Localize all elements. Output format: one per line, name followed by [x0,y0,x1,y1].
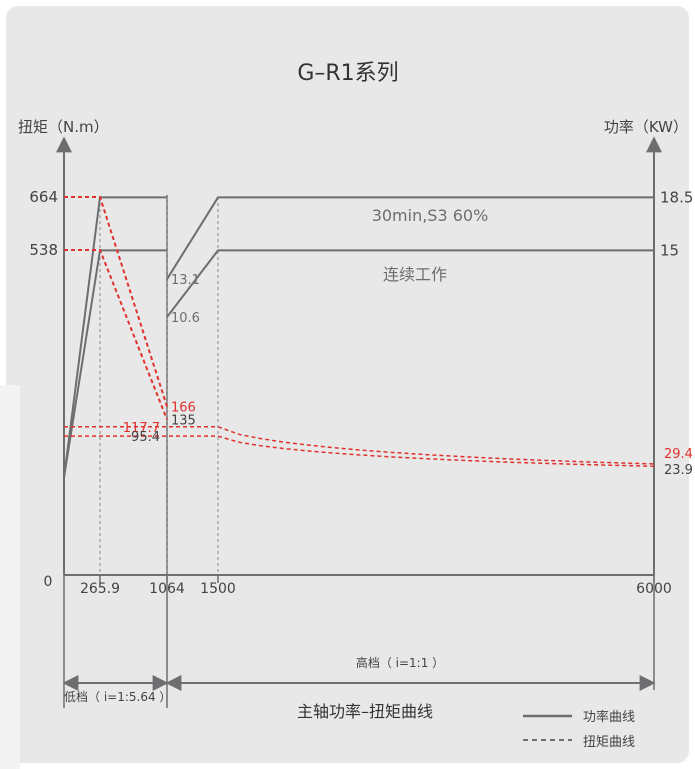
x-tick-label-0: 265.9 [80,581,120,597]
y-left-tick-1: 538 [29,241,58,259]
point-label-7: 23.9 [664,463,693,478]
gear-high-label: 高档（ i=1:1 ） [356,655,444,670]
x-tick-label-3: 6000 [636,581,672,597]
point-label-3: 135 [171,414,196,429]
x-axis-title: 主轴功率–扭矩曲线 [297,702,433,721]
x-tick-label-2: 1500 [200,581,236,597]
torque-high-0 [64,426,655,465]
y-right-tick-1: 15 [660,241,679,259]
axes-and-guides [56,136,662,708]
torque-low-0 [64,196,168,407]
y-right-tick-0: 18.5 [660,188,693,206]
point-label-2: 166 [171,400,196,415]
y-left-tick-0: 664 [29,188,58,206]
torque-low-1 [64,249,168,420]
series-layer [63,196,655,478]
point-label-0: 13.1 [171,273,200,288]
point-label-5: 95.4 [131,430,160,445]
power-high-1 [166,249,654,318]
y-axis-right-label: 功率（KW） [604,118,688,136]
x-tick-zero: 0 [44,574,53,590]
point-label-4: 117.7 [123,421,160,436]
legend-torque-label: 扭矩曲线 [583,735,635,750]
power-high-0 [166,196,654,280]
point-label-1: 10.6 [171,311,200,326]
side-strip [0,385,20,769]
continuous-label: 连续工作 [383,265,447,284]
s3-label: 30min,S3 60% [372,206,489,225]
legend-power-label: 功率曲线 [583,709,635,725]
gear-low-label: 低档（ i=1:5.64 ） [64,690,171,704]
labels-layer: 265.9 1064 1500 6000 0 664 538 18.5 15 13.1 10.6 16… [29,188,693,597]
chart-title: G–R1系列 [297,61,398,86]
x-tick-label-1: 1064 [149,581,185,597]
chart-card [6,6,689,763]
y-axis-left-label: 扭矩（N.m） [18,118,109,136]
point-label-6: 29.4 [664,447,693,462]
